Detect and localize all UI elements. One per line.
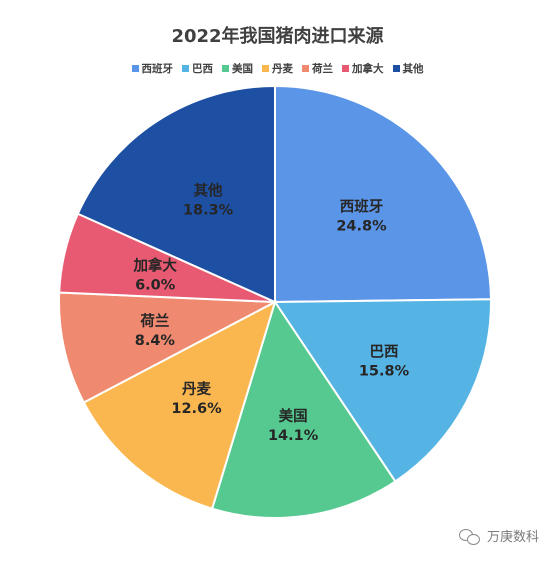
pie-slice: [58, 291, 279, 404]
watermark: 万庚数科: [458, 526, 539, 545]
legend-label: 其他: [402, 63, 424, 75]
slice-category-label: 荷兰: [140, 312, 169, 330]
legend-swatch: [131, 65, 139, 72]
legend-label: 荷兰: [312, 63, 333, 75]
pie-slice: [76, 84, 276, 304]
legend-swatch: [342, 65, 349, 72]
legend-item: 西班牙: [131, 61, 174, 76]
legend-item: 巴西: [182, 61, 213, 76]
legend-item: 加拿大: [342, 61, 384, 76]
chart-title: 2022年我国猪肉进口来源: [171, 26, 384, 47]
wechat-icon: [458, 528, 481, 545]
pie-slice: [82, 300, 277, 510]
slice-category-label: 加拿大: [132, 257, 177, 275]
slice-value-label: 12.6%: [171, 401, 222, 417]
slice-value-label: 15.8%: [359, 363, 410, 379]
legend-label: 加拿大: [352, 63, 384, 75]
legend-item: 荷兰: [302, 61, 333, 76]
legend-swatch: [182, 65, 189, 72]
slice-value-label: 18.3%: [183, 203, 234, 219]
legend-item: 其他: [392, 61, 424, 76]
legend-label: 巴西: [192, 63, 213, 75]
slice-category-label: 西班牙: [340, 197, 384, 215]
legend-label: 美国: [232, 63, 253, 75]
pie-slice: [210, 299, 397, 519]
slice-category-label: 其他: [194, 182, 223, 200]
legend-item: 美国: [222, 61, 253, 76]
legend-swatch: [392, 65, 400, 72]
legend-label: 丹麦: [272, 63, 293, 75]
slice-value-label: 24.8%: [336, 218, 387, 234]
legend-swatch: [262, 65, 269, 72]
watermark-text: 万庚数科: [486, 530, 539, 545]
legend-item: 丹麦: [262, 61, 293, 76]
slice-value-label: 6.0%: [135, 278, 176, 294]
slice-category-label: 美国: [279, 407, 308, 425]
legend-label: 西班牙: [141, 63, 174, 75]
legend-swatch: [302, 65, 309, 72]
pie-slice: [273, 298, 492, 483]
legend: 西班牙 巴西 美国 丹麦 荷兰 加拿大 其他: [0, 61, 555, 76]
pie-slice: [274, 84, 492, 304]
legend-swatch: [222, 65, 229, 72]
slice-value-label: 14.1%: [268, 428, 319, 444]
slice-category-label: 巴西: [369, 343, 398, 360]
slice-value-label: 8.4%: [135, 333, 176, 349]
slice-category-label: 丹麦: [182, 380, 211, 398]
